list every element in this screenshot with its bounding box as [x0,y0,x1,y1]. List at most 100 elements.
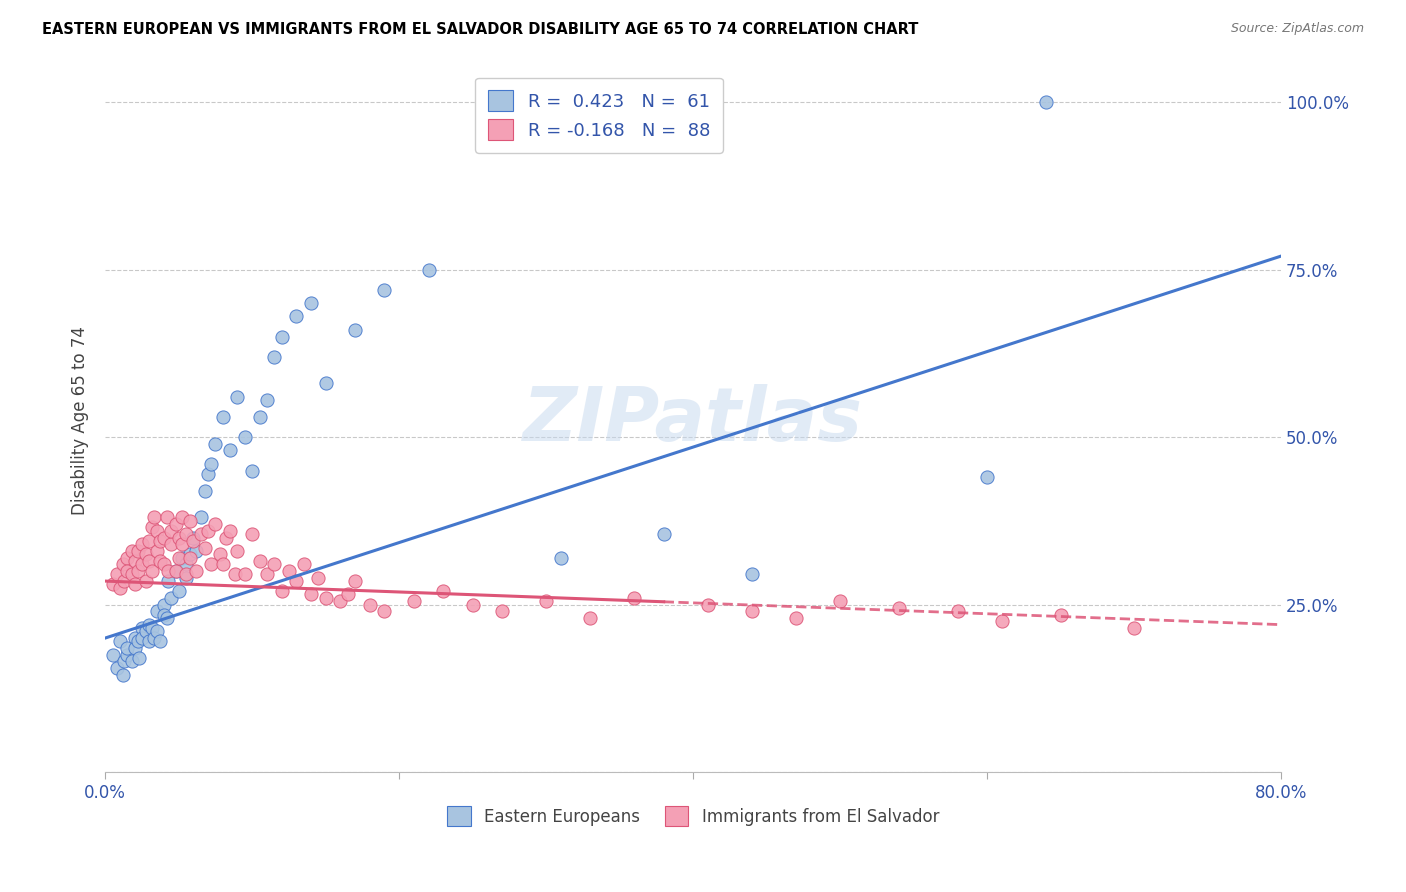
Point [149,554,172,568]
Point [263,350,285,364]
Point [256,393,278,408]
Point [138,554,160,568]
Point [138,617,160,632]
Point [226,390,249,404]
Point [208,547,231,561]
Point [402,594,425,608]
Point [215,531,238,545]
Point [233,567,256,582]
Point [285,574,308,588]
Point [307,571,329,585]
Point [138,634,160,648]
Point [204,436,226,450]
Point [167,584,190,599]
Point [105,661,128,675]
Point [344,574,367,588]
Point [946,604,969,618]
Point [170,537,193,551]
Point [174,567,197,582]
Point [256,567,278,582]
Point [491,95,513,109]
Point [285,310,308,324]
Point [112,574,135,588]
Point [204,517,226,532]
Point [145,624,167,639]
Point [211,558,233,572]
Point [174,571,197,585]
Point [550,550,572,565]
Point [127,564,149,578]
Point [167,531,190,545]
Point [219,443,242,458]
Point [197,467,219,481]
Point [491,604,513,618]
Y-axis label: Disability Age 65 to 74: Disability Age 65 to 74 [72,326,89,515]
Point [183,533,205,548]
Point [292,558,315,572]
Point [785,611,807,625]
Point [157,574,180,588]
Point [270,584,292,599]
Point [141,564,163,578]
Point [315,376,337,391]
Point [117,550,139,565]
Point [131,558,153,572]
Point [101,648,124,662]
Point [121,655,143,669]
Legend: Eastern Europeans, Immigrants from El Salvador: Eastern Europeans, Immigrants from El Sa… [439,798,948,834]
Point [153,598,176,612]
Point [179,514,201,528]
Point [127,544,149,558]
Point [623,591,645,605]
Point [461,598,484,612]
Point [153,607,176,622]
Point [112,655,135,669]
Point [117,564,139,578]
Point [190,510,212,524]
Point [186,544,208,558]
Point [135,547,157,561]
Point [249,409,271,424]
Point [200,457,222,471]
Point [336,587,359,601]
Point [990,615,1012,629]
Point [142,631,165,645]
Point [111,558,134,572]
Point [194,483,217,498]
Point [141,520,163,534]
Point [174,558,197,572]
Point [121,544,143,558]
Point [117,641,139,656]
Point [149,634,172,648]
Point [145,524,167,538]
Point [156,611,179,625]
Point [373,604,395,618]
Point [138,533,160,548]
Point [1035,95,1057,109]
Point [128,651,150,665]
Point [359,598,381,612]
Point [299,296,322,310]
Point [149,533,172,548]
Point [299,587,322,601]
Point [277,564,299,578]
Point [179,547,201,561]
Point [197,524,219,538]
Point [534,594,557,608]
Point [121,567,143,582]
Point [165,564,187,578]
Point [329,594,352,608]
Point [117,648,139,662]
Point [160,524,183,538]
Point [156,510,179,524]
Point [165,517,187,532]
Point [240,527,263,541]
Point [976,470,998,484]
Point [579,611,602,625]
Point [211,409,233,424]
Point [108,581,131,595]
Point [233,430,256,444]
Point [124,641,146,656]
Point [200,558,222,572]
Point [226,544,249,558]
